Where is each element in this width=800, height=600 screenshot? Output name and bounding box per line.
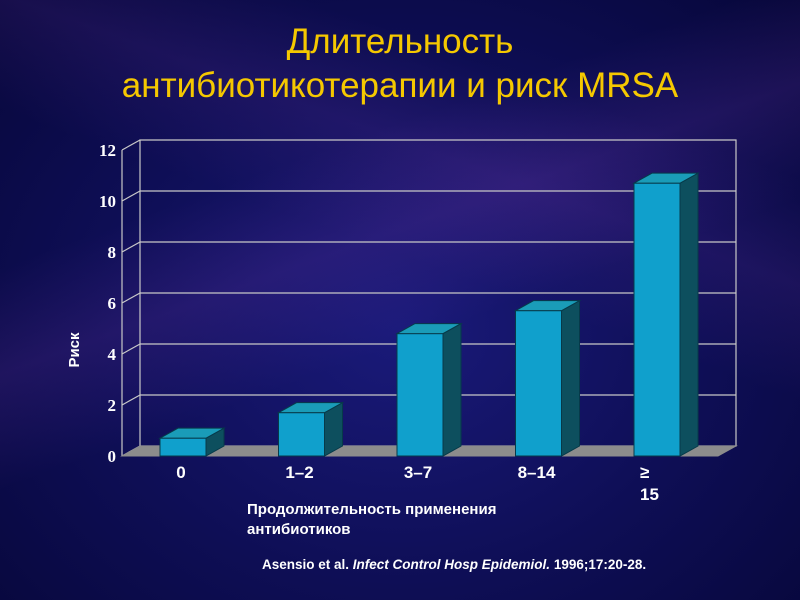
bar — [515, 310, 562, 457]
citation-details: 1996;17:20-28. — [550, 557, 647, 572]
gridline-side — [121, 190, 141, 202]
x-tick-label: 3–7 — [404, 463, 432, 482]
bar-side — [561, 299, 580, 457]
chart-side-wall — [121, 139, 141, 151]
x-axis-label: Продолжительность применения антибиотико… — [247, 501, 497, 538]
gridline-side — [121, 394, 141, 406]
bar — [633, 182, 681, 457]
y-tick-label: 6 — [108, 294, 117, 313]
y-axis-label: Риск — [66, 332, 83, 368]
gridline-side — [121, 343, 141, 355]
bar-top — [632, 172, 700, 184]
y-tick-label: 12 — [99, 141, 116, 160]
y-tick-label: 0 — [108, 447, 117, 466]
bar — [396, 333, 444, 457]
y-tick-label: 10 — [99, 192, 116, 211]
bar-side — [679, 172, 699, 457]
bar-top — [395, 323, 463, 335]
citation: Asensio et al. Infect Control Hosp Epide… — [262, 557, 782, 572]
x-tick-label: 0 — [176, 463, 185, 482]
citation-authors: Asensio et al. — [262, 557, 353, 572]
y-tick-label: 4 — [108, 345, 117, 364]
bar-top — [158, 427, 226, 439]
x-tick-label: 1–2 — [285, 463, 313, 482]
bar-side — [442, 322, 462, 457]
gridline-side — [121, 241, 141, 253]
slide-title: Длительность антибиотикотерапии и риск M… — [121, 22, 679, 105]
bar-top — [513, 300, 582, 312]
bar — [159, 437, 207, 457]
y-tick-label: 8 — [108, 243, 117, 262]
x-tick-label: ≥15 — [640, 463, 659, 504]
x-tick-label: 8–14 — [518, 463, 556, 482]
y-tick-label: 2 — [108, 396, 117, 415]
bar — [278, 412, 325, 457]
gridline-side — [121, 292, 141, 304]
citation-journal: Infect Control Hosp Epidemiol. — [352, 557, 551, 572]
bar-top — [276, 402, 345, 414]
